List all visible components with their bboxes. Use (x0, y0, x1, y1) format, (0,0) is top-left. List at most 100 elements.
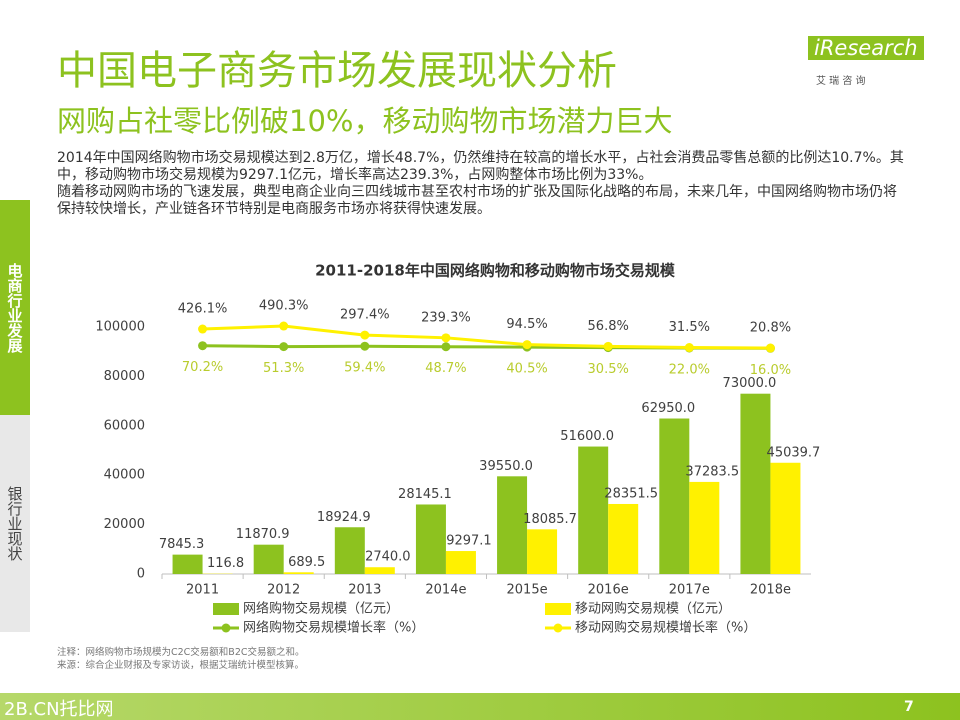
value-label: 490.3% (259, 299, 309, 314)
marker (765, 343, 775, 353)
value-label: 297.4% (340, 308, 390, 323)
y-tick-label: 0 (137, 567, 145, 582)
value-label: 22.0% (669, 362, 710, 377)
body-text: 2014年中国网络购物市场交易规模达到2.8万亿，增长48.7%，仍然维持在较高… (57, 150, 909, 218)
legend-label: 网络购物交易规模（亿元） (243, 601, 399, 617)
note: 来源：综合企业财报及专家访谈，根据艾瑞统计模型核算。 (57, 660, 305, 671)
value-label: 28351.5 (604, 486, 658, 501)
bar (770, 462, 801, 574)
logo-subtitle: 艾 瑞 咨 询 (816, 76, 866, 87)
page-subtitle: 网购占社零比例破10%，移动购物市场潜力巨大 (57, 104, 673, 138)
value-label: 18924.9 (317, 510, 371, 525)
value-label: 73000.0 (723, 376, 777, 391)
bar (659, 418, 690, 574)
legend-swatch (553, 623, 563, 633)
legend-label: 移动网购交易规模增长率（%） (575, 620, 756, 636)
value-label: 51.3% (263, 361, 304, 376)
marker (522, 340, 532, 350)
bar (527, 529, 558, 574)
bar (253, 544, 284, 574)
paragraph: 2014年中国网络购物市场交易规模达到2.8万亿，增长48.7%，仍然维持在较高… (57, 150, 904, 183)
value-label: 28145.1 (398, 487, 452, 502)
logo: iResearch (808, 36, 924, 60)
bar (172, 554, 203, 574)
side-tab[interactable]: 电商行业发展 (0, 200, 30, 415)
y-tick-label: 40000 (104, 468, 145, 483)
value-label: 20.8% (750, 321, 791, 336)
x-tick-label: 2017e (669, 583, 710, 598)
x-tick-label: 2018e (750, 583, 791, 598)
value-label: 116.8 (207, 556, 244, 571)
legend-label: 移动网购交易规模（亿元） (575, 601, 731, 617)
value-label: 51600.0 (560, 429, 614, 444)
marker (360, 341, 370, 351)
bar (608, 503, 639, 574)
page-number: 7 (904, 699, 914, 715)
y-tick-label: 80000 (104, 369, 145, 384)
bar (334, 527, 365, 574)
value-label: 37283.5 (685, 464, 739, 479)
value-label: 48.7% (425, 361, 466, 376)
x-tick-label: 2016e (588, 583, 629, 598)
value-label: 239.3% (421, 310, 471, 325)
value-label: 2740.0 (365, 550, 411, 565)
value-label: 70.2% (182, 360, 223, 375)
marker (279, 321, 289, 331)
y-tick-label: 100000 (95, 320, 145, 335)
y-tick-label: 20000 (104, 517, 145, 532)
marker (360, 330, 370, 340)
marker (279, 342, 289, 352)
bar (445, 551, 476, 574)
legend-label: 网络购物交易规模增长率（%） (243, 620, 424, 636)
marker (441, 342, 451, 352)
bar (740, 393, 771, 574)
marker (441, 333, 451, 343)
y-tick-label: 60000 (104, 418, 145, 433)
value-label: 45039.7 (767, 445, 821, 460)
x-tick-label: 2011 (186, 583, 219, 598)
legend-swatch (213, 603, 239, 615)
value-label: 689.5 (288, 555, 325, 570)
value-label: 9297.1 (446, 534, 492, 549)
value-label: 30.5% (588, 362, 629, 377)
page-title: 中国电子商务市场发展现状分析 (57, 48, 617, 94)
x-tick-label: 2012 (267, 583, 300, 598)
footer-bar (0, 693, 960, 720)
x-tick-label: 2013 (348, 583, 381, 598)
note: 注释：网络购物市场规模为C2C交易额和B2C交易额之和。 (57, 647, 305, 658)
paragraph: 随着移动网购市场的飞速发展，典型电商企业向三四线城市甚至农村市场的扩张及国际化战… (57, 184, 897, 217)
chart-title: 2011-2018年中国网络购物和移动购物市场交易规模 (315, 262, 676, 280)
value-label: 40.5% (506, 362, 547, 377)
marker (603, 341, 613, 351)
legend-swatch (545, 603, 571, 615)
bar (689, 481, 720, 574)
value-label: 94.5% (506, 317, 547, 332)
value-label: 18085.7 (523, 512, 577, 527)
value-label: 62950.0 (641, 401, 695, 416)
side-tab[interactable]: 银行业现状 (0, 415, 30, 632)
line (202, 324, 771, 350)
value-label: 39550.0 (479, 459, 533, 474)
value-label: 16.0% (750, 363, 791, 378)
bar (578, 446, 609, 574)
value-label: 31.5% (669, 320, 710, 335)
value-label: 59.4% (344, 361, 385, 376)
watermark: 2B.CN托比网 (4, 699, 114, 720)
bar (415, 504, 446, 574)
value-label: 11870.9 (236, 527, 290, 542)
legend-swatch (221, 623, 231, 633)
marker (198, 341, 208, 351)
bar (364, 567, 395, 574)
bar (283, 572, 314, 574)
x-tick-label: 2015e (507, 583, 548, 598)
marker (684, 343, 694, 353)
value-label: 7845.3 (159, 537, 205, 552)
value-label: 426.1% (178, 302, 228, 317)
x-tick-label: 2014e (425, 583, 466, 598)
value-label: 56.8% (588, 319, 629, 334)
bar (497, 476, 528, 574)
marker (198, 324, 208, 334)
notes: 注释：网络购物市场规模为C2C交易额和B2C交易额之和。 来源：综合企业财报及专… (57, 646, 305, 672)
